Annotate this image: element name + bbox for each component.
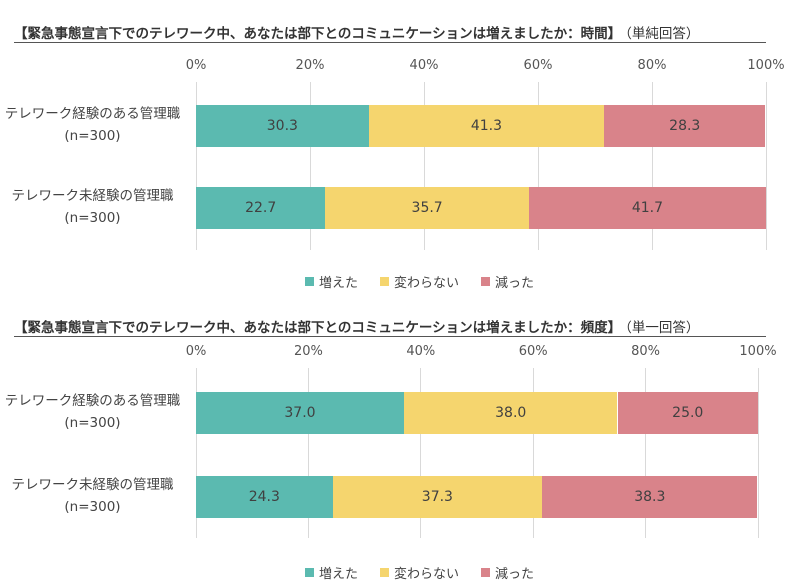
chart-title-text: 【緊急事態宣言下でのテレワーク中、あなたは部下とのコミュニケーションは増えました… (14, 26, 622, 42)
x-tick-label: 40% (406, 344, 436, 359)
category-sample-size: (n=300) (64, 128, 121, 144)
data-label: 41.7 (631, 200, 664, 216)
bar-segment-increased: 24.3 (196, 476, 333, 518)
gridline (757, 368, 759, 538)
legend-label: 変わらない (394, 567, 460, 582)
gridline (765, 82, 767, 250)
legend-item: 減った (481, 563, 534, 582)
chart-title-text: 【緊急事態宣言下でのテレワーク中、あなたは部下とのコミュニケーションは増えました… (14, 320, 622, 336)
x-tick-label: 20% (295, 58, 325, 73)
data-label: 38.3 (634, 489, 666, 505)
gridline (645, 368, 647, 538)
bar-segment-unchanged: 35.7 (325, 187, 529, 229)
category-label: テレワーク未経験の管理職 (n=300) (0, 474, 185, 518)
category-sample-size: (n=300) (64, 210, 121, 226)
x-tick-label: 80% (637, 58, 667, 73)
legend-item: 増えた (305, 563, 358, 582)
gridline (309, 82, 311, 250)
x-tick-label: 80% (631, 344, 661, 359)
legend-swatch (380, 277, 390, 286)
data-label: 28.3 (669, 118, 701, 134)
x-tick-label: 20% (293, 344, 323, 359)
legend-label: 変わらない (394, 276, 460, 291)
category-sample-size: (n=300) (64, 499, 121, 515)
legend: 増えた 変わらない 減った (305, 563, 534, 582)
x-tick-label: 60% (518, 344, 548, 359)
data-label: 41.3 (470, 118, 502, 134)
gridline (423, 82, 425, 250)
category-label: テレワーク経験のある管理職 (n=300) (0, 390, 185, 434)
legend-item: 減った (481, 272, 534, 291)
legend-label: 増えた (319, 567, 359, 582)
legend-swatch (380, 568, 390, 577)
bar-segment-decreased: 38.3 (542, 476, 758, 518)
bar-segment-increased: 37.0 (196, 392, 404, 434)
chart-title: 【緊急事態宣言下でのテレワーク中、あなたは部下とのコミュニケーションは増えました… (14, 22, 699, 42)
data-label: 37.0 (284, 405, 316, 421)
data-label: 24.3 (248, 489, 280, 505)
data-label: 37.3 (421, 489, 453, 505)
legend-label: 減った (495, 276, 535, 291)
x-tick-label: 0% (185, 58, 207, 73)
legend-item: 変わらない (380, 272, 459, 291)
category-name: テレワーク経験のある管理職 (4, 393, 181, 409)
bar-segment-decreased: 25.0 (617, 392, 758, 434)
category-sample-size: (n=300) (64, 415, 121, 431)
legend-label: 増えた (319, 276, 359, 291)
data-label: 35.7 (411, 200, 443, 216)
legend-item: 変わらない (380, 563, 459, 582)
bar-segment-unchanged: 37.3 (332, 476, 543, 518)
gridline (420, 368, 422, 538)
data-label: 38.0 (495, 405, 527, 421)
legend-swatch (481, 277, 491, 286)
data-label: 25.0 (672, 405, 704, 421)
gridline (307, 368, 309, 538)
category-name: テレワーク未経験の管理職 (11, 188, 174, 204)
x-tick-label: 60% (523, 58, 553, 73)
chart-title-note: （単純回答） (625, 26, 700, 42)
title-underline (14, 336, 766, 337)
category-label: テレワーク経験のある管理職 (n=300) (0, 103, 185, 147)
legend-label: 減った (495, 567, 535, 582)
x-tick-label: 0% (185, 344, 207, 359)
gridline (651, 82, 653, 250)
title-underline (14, 42, 766, 43)
bar-segment-increased: 30.3 (196, 105, 369, 147)
legend-item: 増えた (305, 272, 358, 291)
category-name: テレワーク未経験の管理職 (11, 477, 174, 493)
chart-title-note: （単一回答） (625, 320, 700, 336)
x-tick-label: 100% (747, 58, 785, 73)
legend-swatch (481, 568, 491, 577)
x-tick-label: 40% (409, 58, 439, 73)
data-label: 22.7 (245, 200, 277, 216)
legend-swatch (305, 568, 314, 577)
gridline (195, 368, 197, 538)
legend-swatch (305, 277, 314, 286)
bar-segment-decreased: 28.3 (604, 105, 766, 147)
bar-segment-increased: 22.7 (196, 187, 326, 229)
bar-segment-unchanged: 38.0 (403, 392, 618, 434)
bar-segment-unchanged: 41.3 (368, 105, 605, 147)
legend: 増えた 変わらない 減った (305, 272, 534, 291)
x-tick-label: 100% (739, 344, 777, 359)
gridline (195, 82, 197, 250)
chart-title: 【緊急事態宣言下でのテレワーク中、あなたは部下とのコミュニケーションは増えました… (14, 316, 699, 336)
category-label: テレワーク未経験の管理職 (n=300) (0, 185, 185, 229)
bar-segment-decreased: 41.7 (528, 187, 766, 229)
gridline (532, 368, 534, 538)
gridline (537, 82, 539, 250)
data-label: 30.3 (266, 118, 298, 134)
category-name: テレワーク経験のある管理職 (4, 106, 181, 122)
